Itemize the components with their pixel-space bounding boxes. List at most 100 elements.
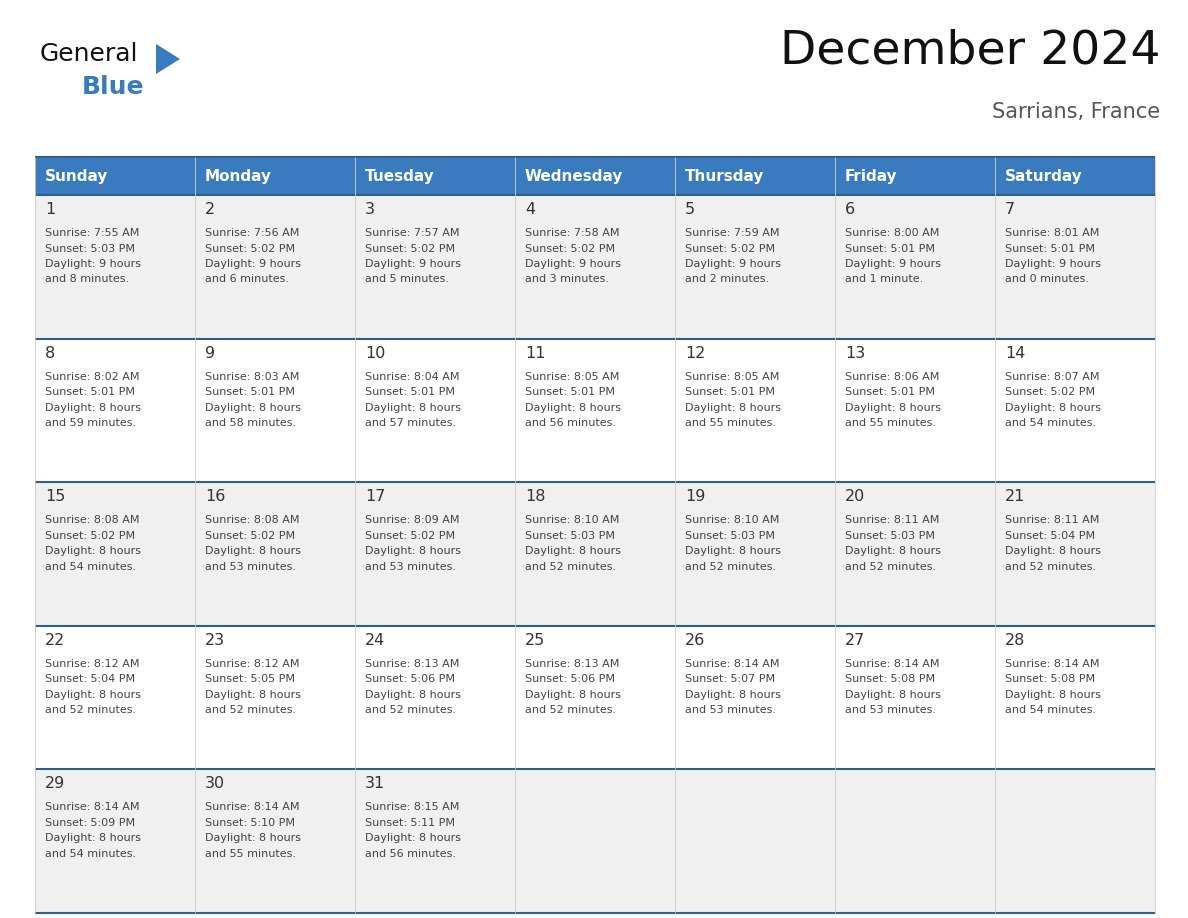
Text: Sunset: 5:11 PM: Sunset: 5:11 PM (365, 818, 455, 828)
Text: Daylight: 8 hours: Daylight: 8 hours (845, 689, 941, 700)
Text: Daylight: 8 hours: Daylight: 8 hours (845, 403, 941, 412)
Text: Thursday: Thursday (685, 169, 764, 184)
Text: Sunset: 5:03 PM: Sunset: 5:03 PM (525, 531, 615, 541)
Text: Daylight: 9 hours: Daylight: 9 hours (685, 259, 781, 269)
Text: Sunrise: 7:58 AM: Sunrise: 7:58 AM (525, 228, 619, 238)
Text: Sunrise: 8:14 AM: Sunrise: 8:14 AM (845, 659, 940, 669)
Text: Sunset: 5:01 PM: Sunset: 5:01 PM (845, 387, 935, 397)
Text: Sunset: 5:02 PM: Sunset: 5:02 PM (206, 243, 295, 253)
Text: and 58 minutes.: and 58 minutes. (206, 418, 296, 428)
Text: Wednesday: Wednesday (525, 169, 624, 184)
Text: and 52 minutes.: and 52 minutes. (845, 562, 936, 572)
Text: 1: 1 (45, 202, 56, 217)
Text: 26: 26 (685, 633, 706, 648)
Text: Sunset: 5:02 PM: Sunset: 5:02 PM (525, 243, 615, 253)
Text: Sunset: 5:02 PM: Sunset: 5:02 PM (365, 243, 455, 253)
Text: and 55 minutes.: and 55 minutes. (206, 849, 296, 859)
Bar (34, 626, 1155, 769)
Text: Sunrise: 8:06 AM: Sunrise: 8:06 AM (845, 372, 940, 382)
Text: 22: 22 (45, 633, 65, 648)
Text: 25: 25 (525, 633, 545, 648)
Text: Sunrise: 8:09 AM: Sunrise: 8:09 AM (365, 515, 460, 525)
Text: Sunrise: 8:10 AM: Sunrise: 8:10 AM (685, 515, 779, 525)
Text: Sunrise: 8:08 AM: Sunrise: 8:08 AM (206, 515, 299, 525)
Text: Daylight: 9 hours: Daylight: 9 hours (45, 259, 141, 269)
Text: and 53 minutes.: and 53 minutes. (845, 705, 936, 715)
Text: Daylight: 8 hours: Daylight: 8 hours (685, 546, 781, 556)
Text: Sunrise: 8:13 AM: Sunrise: 8:13 AM (525, 659, 619, 669)
Text: Sunrise: 7:57 AM: Sunrise: 7:57 AM (365, 228, 460, 238)
Text: Daylight: 8 hours: Daylight: 8 hours (525, 546, 621, 556)
Text: Daylight: 8 hours: Daylight: 8 hours (45, 689, 141, 700)
Text: and 52 minutes.: and 52 minutes. (206, 705, 296, 715)
Text: 14: 14 (1005, 345, 1025, 361)
Text: and 52 minutes.: and 52 minutes. (365, 705, 456, 715)
Text: and 59 minutes.: and 59 minutes. (45, 418, 137, 428)
Text: Sunset: 5:02 PM: Sunset: 5:02 PM (1005, 387, 1095, 397)
Text: Sunrise: 8:03 AM: Sunrise: 8:03 AM (206, 372, 299, 382)
Text: Sunset: 5:01 PM: Sunset: 5:01 PM (45, 387, 135, 397)
Text: 18: 18 (525, 489, 545, 504)
Text: 13: 13 (845, 345, 865, 361)
Text: Sunrise: 8:12 AM: Sunrise: 8:12 AM (45, 659, 139, 669)
Text: Daylight: 8 hours: Daylight: 8 hours (365, 403, 461, 412)
Text: Sunrise: 8:14 AM: Sunrise: 8:14 AM (206, 802, 299, 812)
Text: 21: 21 (1005, 489, 1025, 504)
Text: and 56 minutes.: and 56 minutes. (525, 418, 617, 428)
Text: Sunrise: 8:10 AM: Sunrise: 8:10 AM (525, 515, 619, 525)
Text: Sunrise: 8:13 AM: Sunrise: 8:13 AM (365, 659, 460, 669)
Text: and 52 minutes.: and 52 minutes. (525, 562, 617, 572)
Bar (34, 769, 1155, 913)
Text: 3: 3 (365, 202, 375, 217)
Text: 28: 28 (1005, 633, 1025, 648)
Text: and 52 minutes.: and 52 minutes. (1005, 562, 1097, 572)
Text: Tuesday: Tuesday (365, 169, 435, 184)
Text: and 6 minutes.: and 6 minutes. (206, 274, 289, 285)
Text: Sunset: 5:03 PM: Sunset: 5:03 PM (45, 243, 135, 253)
Text: Sunset: 5:06 PM: Sunset: 5:06 PM (365, 675, 455, 684)
Text: and 52 minutes.: and 52 minutes. (525, 705, 617, 715)
Text: Sunset: 5:02 PM: Sunset: 5:02 PM (365, 531, 455, 541)
Text: Sunset: 5:01 PM: Sunset: 5:01 PM (206, 387, 295, 397)
Text: Monday: Monday (206, 169, 272, 184)
Text: Sunset: 5:04 PM: Sunset: 5:04 PM (45, 675, 135, 684)
Text: Saturday: Saturday (1005, 169, 1082, 184)
Text: Sunrise: 7:55 AM: Sunrise: 7:55 AM (45, 228, 139, 238)
Text: and 0 minutes.: and 0 minutes. (1005, 274, 1089, 285)
Polygon shape (156, 44, 181, 74)
Text: Sunset: 5:01 PM: Sunset: 5:01 PM (685, 387, 775, 397)
Text: Sunrise: 8:12 AM: Sunrise: 8:12 AM (206, 659, 299, 669)
Text: 29: 29 (45, 777, 65, 791)
Text: Sunrise: 8:14 AM: Sunrise: 8:14 AM (685, 659, 779, 669)
Text: Daylight: 8 hours: Daylight: 8 hours (685, 403, 781, 412)
Text: and 53 minutes.: and 53 minutes. (685, 705, 776, 715)
Text: Sunrise: 7:59 AM: Sunrise: 7:59 AM (685, 228, 779, 238)
Text: Sunrise: 7:56 AM: Sunrise: 7:56 AM (206, 228, 299, 238)
Text: December 2024: December 2024 (779, 28, 1159, 73)
Text: Daylight: 9 hours: Daylight: 9 hours (1005, 259, 1101, 269)
Text: Daylight: 8 hours: Daylight: 8 hours (1005, 689, 1101, 700)
Text: and 55 minutes.: and 55 minutes. (845, 418, 936, 428)
Text: Daylight: 8 hours: Daylight: 8 hours (206, 546, 301, 556)
Text: Daylight: 8 hours: Daylight: 8 hours (206, 834, 301, 844)
Text: 9: 9 (206, 345, 215, 361)
Text: Sunset: 5:07 PM: Sunset: 5:07 PM (685, 675, 775, 684)
Text: 10: 10 (365, 345, 385, 361)
Text: 4: 4 (525, 202, 535, 217)
Text: Daylight: 8 hours: Daylight: 8 hours (206, 689, 301, 700)
Text: Daylight: 8 hours: Daylight: 8 hours (206, 403, 301, 412)
Text: 17: 17 (365, 489, 385, 504)
Text: Sunset: 5:10 PM: Sunset: 5:10 PM (206, 818, 295, 828)
Text: Sunset: 5:01 PM: Sunset: 5:01 PM (525, 387, 615, 397)
Text: and 1 minute.: and 1 minute. (845, 274, 923, 285)
Text: Sunrise: 8:11 AM: Sunrise: 8:11 AM (1005, 515, 1099, 525)
Text: Daylight: 9 hours: Daylight: 9 hours (845, 259, 941, 269)
Text: 8: 8 (45, 345, 56, 361)
Text: 31: 31 (365, 777, 385, 791)
Text: and 52 minutes.: and 52 minutes. (45, 705, 137, 715)
Text: Sunrise: 8:02 AM: Sunrise: 8:02 AM (45, 372, 139, 382)
Text: 20: 20 (845, 489, 865, 504)
Text: and 3 minutes.: and 3 minutes. (525, 274, 609, 285)
Text: Sarrians, France: Sarrians, France (992, 102, 1159, 122)
Text: and 53 minutes.: and 53 minutes. (206, 562, 296, 572)
